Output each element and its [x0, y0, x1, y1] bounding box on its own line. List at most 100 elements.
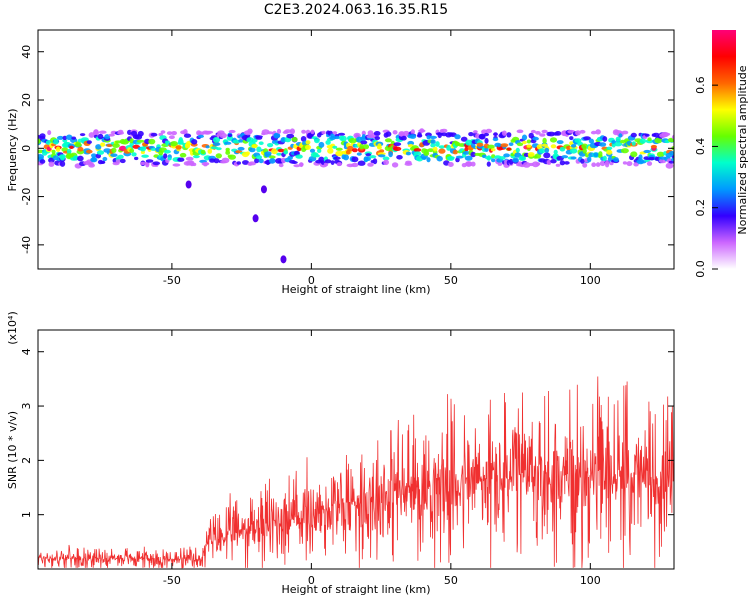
x-tick-label: 100	[580, 574, 601, 587]
heatmap-cell	[486, 155, 491, 161]
heatmap-cell	[382, 156, 390, 161]
heatmap-cell	[91, 156, 97, 162]
heatmap-cell	[207, 148, 213, 154]
heatmap-cell	[613, 157, 619, 163]
x-tick-label: 50	[444, 274, 458, 287]
heatmap-cell	[102, 156, 108, 162]
heatmap-cell	[429, 135, 437, 139]
heatmap-cell	[532, 136, 539, 141]
heatmap-cell	[426, 135, 431, 140]
heatmap-cell	[485, 128, 493, 134]
heatmap-cell	[490, 148, 496, 152]
heatmap-cell	[509, 158, 514, 165]
heatmap-cell	[559, 160, 566, 166]
heatmap-cell	[553, 149, 558, 155]
heatmap-cell	[77, 155, 84, 162]
heatmap-cell	[140, 161, 146, 166]
heatmap-cell	[582, 162, 588, 168]
heatmap-cell	[301, 129, 306, 134]
heatmap-cell	[654, 137, 663, 144]
colorbar-ticks: 0.0 0.2 0.4 0.6	[694, 76, 718, 278]
heatmap-cell	[237, 146, 245, 151]
heatmap-cell	[595, 129, 601, 135]
heatmap-cell	[559, 146, 566, 152]
heatmap-cell	[440, 128, 448, 133]
heatmap-cell	[392, 130, 398, 135]
heatmap-cell	[484, 132, 489, 137]
heatmap-cell	[618, 133, 623, 138]
heatmap-cell	[88, 163, 95, 168]
heatmap-cell	[215, 147, 222, 151]
heatmap-cell	[630, 132, 637, 138]
heatmap-cell	[88, 132, 95, 138]
snr-series-line	[38, 376, 674, 569]
heatmap-cell	[197, 134, 204, 138]
heatmap-cell	[665, 162, 674, 169]
heatmap-cell	[141, 154, 149, 158]
heatmap-cell	[454, 134, 461, 140]
colorbar-tick-label: 0.2	[694, 199, 707, 217]
heatmap-cell	[430, 143, 436, 148]
heatmap-cell	[333, 156, 341, 160]
heatmap-cell	[455, 157, 460, 163]
heatmap-cell	[268, 155, 276, 159]
heatmap-cell	[413, 148, 422, 152]
heatmap-cell	[160, 130, 166, 134]
heatmap-cell	[486, 161, 491, 167]
heatmap-cell	[227, 133, 233, 138]
heatmap-cell	[145, 159, 154, 163]
heatmap-cell	[255, 155, 262, 160]
heatmap-cell	[581, 143, 589, 150]
heatmap-cell	[593, 152, 599, 158]
heatmap-cell	[213, 158, 220, 164]
heatmap-cell	[77, 146, 84, 152]
heatmap-cell	[647, 137, 652, 142]
heatmap-cell	[583, 136, 591, 141]
heatmap-cell	[357, 160, 366, 166]
heatmap-cell	[590, 130, 597, 135]
heatmap-cell	[462, 151, 471, 155]
heatmap-cell	[549, 137, 558, 143]
heatmap-cell	[522, 162, 531, 168]
colorbar: 0.0 0.2 0.4 0.6 Normalized spectral amplitu…	[694, 30, 749, 278]
heatmap-cell	[130, 130, 138, 137]
heatmap-cell	[212, 136, 221, 143]
heatmap-cells	[38, 128, 674, 264]
heatmap-cell	[224, 141, 232, 145]
heatmap-cell	[117, 154, 124, 159]
heatmap-cell	[172, 163, 181, 167]
heatmap-cell	[470, 161, 476, 167]
heatmap-cell	[564, 161, 570, 165]
heatmap-cell	[145, 161, 150, 168]
heatmap-cell	[291, 137, 298, 142]
heatmap-cell	[374, 136, 381, 141]
heatmap-cell	[544, 147, 550, 153]
heatmap-cell	[427, 148, 435, 153]
heatmap-cell	[226, 135, 233, 141]
heatmap-cell	[39, 133, 46, 139]
heatmap-cell	[413, 151, 422, 156]
heatmap-cell	[550, 159, 557, 164]
heatmap-cell	[547, 131, 555, 137]
heatmap-cell	[419, 128, 425, 134]
heatmap-cell	[369, 155, 377, 159]
heatmap-cell	[111, 147, 117, 153]
heatmap-cell	[167, 157, 172, 161]
heatmap-cell	[379, 149, 385, 153]
heatmap-cell	[667, 137, 674, 143]
heatmap-cell	[110, 153, 118, 157]
snr-ticks: -50 0 50 100 1 2 3 4	[20, 330, 674, 587]
heatmap-cell	[273, 132, 281, 139]
heatmap-cell	[391, 162, 399, 168]
heatmap-cell	[205, 145, 210, 149]
heatmap-cell	[276, 128, 282, 134]
heatmap-cell	[131, 152, 137, 157]
colorbar-title: Normalized spectral amplitude	[736, 65, 749, 234]
heatmap-cell	[373, 131, 381, 136]
heatmap-cell	[359, 143, 364, 150]
y-tick-label: 20	[20, 93, 33, 107]
heatmap-cell	[487, 144, 495, 149]
heatmap-cell	[100, 142, 106, 147]
heatmap-cell	[516, 142, 524, 147]
